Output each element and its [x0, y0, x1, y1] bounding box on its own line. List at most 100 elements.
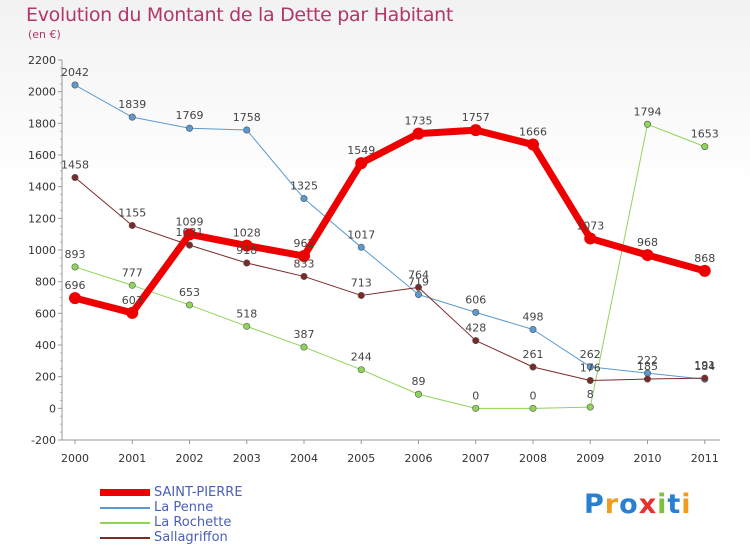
data-point — [472, 337, 480, 345]
data-point — [243, 126, 251, 134]
data-label: 518 — [236, 307, 257, 320]
legend-label: SAINT-PIERRE — [154, 485, 243, 500]
data-point — [586, 403, 594, 411]
y-tick-label: 0 — [49, 402, 56, 415]
data-label: 1758 — [233, 111, 261, 124]
data-label: 833 — [294, 257, 315, 270]
legend-swatch — [100, 522, 150, 524]
legend-swatch — [100, 537, 150, 539]
data-label: 962 — [294, 237, 315, 250]
legend-swatch — [100, 507, 150, 509]
y-tick-label: 2000 — [28, 86, 56, 99]
logo-letter: o — [619, 489, 639, 520]
data-point — [183, 228, 196, 241]
data-label: 764 — [408, 268, 429, 281]
data-point — [643, 120, 651, 128]
data-label: 1017 — [347, 228, 375, 241]
data-point — [641, 249, 654, 262]
x-tick-label: 2010 — [634, 452, 662, 465]
legend-label: La Penne — [154, 500, 214, 515]
data-label: 244 — [351, 351, 372, 364]
series-line-sallagriffon — [74, 176, 706, 381]
data-point — [128, 281, 136, 289]
data-label: 1073 — [576, 219, 604, 232]
series-line-saint-pierre — [71, 126, 709, 317]
legend-label: Sallagriffon — [154, 530, 228, 545]
data-label: 893 — [65, 248, 86, 261]
x-tick-label: 2005 — [347, 452, 375, 465]
data-label: 653 — [179, 286, 200, 299]
data-label: 696 — [65, 279, 86, 292]
y-tick-label: 1800 — [28, 117, 56, 130]
data-label: 2042 — [61, 66, 89, 79]
x-tick-label: 2007 — [462, 452, 490, 465]
data-point — [298, 250, 310, 263]
data-label: 0 — [472, 389, 479, 402]
data-point — [240, 239, 253, 252]
proxiti-logo: Proxiti — [584, 489, 692, 520]
data-label: 184 — [694, 360, 715, 373]
data-label: 968 — [637, 236, 658, 249]
data-point — [414, 283, 422, 291]
data-point — [357, 366, 365, 374]
data-point — [643, 375, 651, 383]
data-label: 603 — [122, 294, 143, 307]
data-label: 606 — [465, 293, 486, 306]
data-point — [701, 143, 709, 151]
chart-title: Evolution du Montant de la Dette par Hab… — [26, 4, 454, 26]
data-point — [527, 138, 539, 151]
y-tick-label: 1200 — [28, 212, 56, 225]
data-point — [300, 272, 308, 280]
data-label: 261 — [523, 348, 544, 361]
data-point — [586, 363, 594, 371]
data-label: 1653 — [691, 128, 719, 141]
data-point — [186, 241, 194, 249]
data-point — [586, 376, 594, 384]
data-label: 428 — [465, 322, 486, 335]
series-line-la-penne — [74, 84, 706, 380]
y-tick-label: 1000 — [28, 244, 56, 257]
data-point — [126, 306, 139, 319]
data-label: 1757 — [462, 111, 490, 124]
data-label: 1325 — [290, 180, 318, 193]
data-label: 8 — [587, 388, 594, 401]
data-point — [529, 404, 537, 412]
logo-letter: r — [604, 489, 620, 520]
data-point — [71, 173, 79, 181]
data-label: 1735 — [405, 115, 433, 128]
data-label: 868 — [694, 252, 715, 265]
data-point — [472, 308, 480, 316]
x-tick-label: 2000 — [61, 452, 89, 465]
data-point — [529, 325, 537, 333]
logo-letter: i — [681, 489, 692, 520]
data-point — [701, 374, 709, 382]
x-tick-label: 2008 — [519, 452, 547, 465]
x-tick-label: 2001 — [118, 452, 146, 465]
y-tick-label: 200 — [35, 371, 56, 384]
data-point — [414, 390, 422, 398]
x-tick-label: 2003 — [233, 452, 261, 465]
x-tick-label: 2011 — [691, 452, 719, 465]
data-point — [186, 301, 194, 309]
data-label: 1549 — [347, 144, 375, 157]
data-label: 1031 — [176, 226, 204, 239]
data-label: 1666 — [519, 126, 547, 139]
data-label: 191 — [694, 359, 715, 372]
x-tick-label: 2004 — [290, 452, 318, 465]
data-label: 222 — [637, 354, 658, 367]
data-label: 1794 — [634, 105, 662, 118]
data-point — [412, 127, 425, 140]
x-tick-label: 2009 — [576, 452, 604, 465]
data-label: 713 — [351, 276, 372, 289]
data-point — [186, 124, 194, 132]
chart-subtitle: (en €) — [28, 28, 61, 41]
data-point — [243, 322, 251, 330]
data-point — [472, 404, 480, 412]
data-point — [128, 113, 136, 121]
data-label: 1458 — [61, 158, 89, 171]
y-tick-label: 1400 — [28, 181, 56, 194]
data-point — [698, 264, 711, 277]
data-label: 1155 — [118, 206, 146, 219]
